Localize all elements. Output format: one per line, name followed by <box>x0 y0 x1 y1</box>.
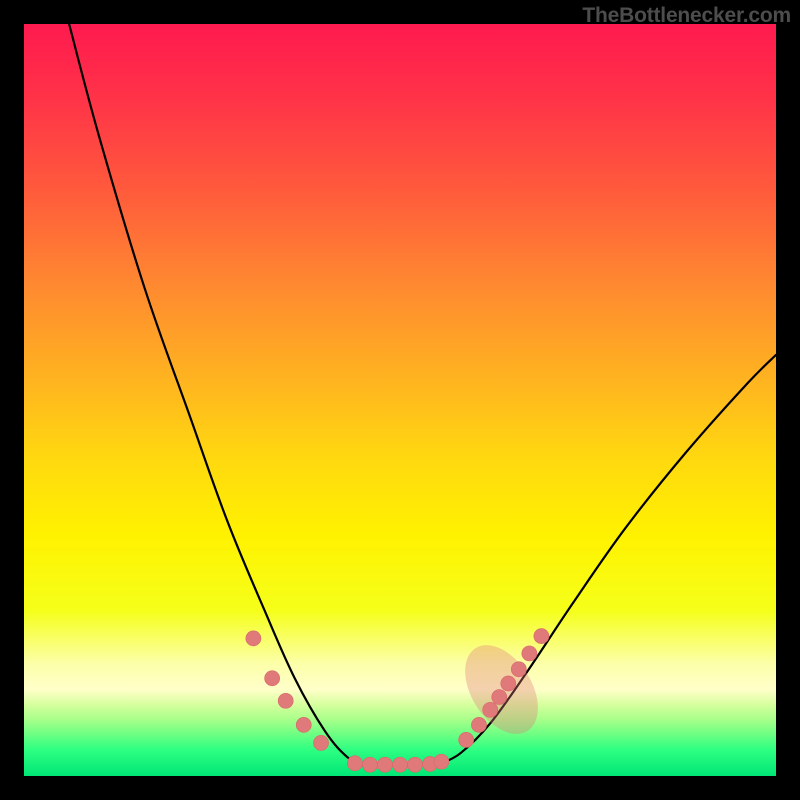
marker-right <box>522 646 537 661</box>
marker-right <box>483 702 498 717</box>
plot-area <box>24 24 776 776</box>
marker-right <box>511 662 526 677</box>
marker-right <box>501 676 516 691</box>
marker-bottom <box>362 757 377 772</box>
marker-bottom <box>377 757 392 772</box>
marker-bottom <box>423 756 438 771</box>
marker-left <box>265 671 280 686</box>
marker-left <box>314 735 329 750</box>
marker-bottom <box>434 754 449 769</box>
marker-bottom <box>408 757 423 772</box>
marker-right <box>534 629 549 644</box>
chart-svg <box>24 24 776 776</box>
marker-right <box>459 732 474 747</box>
watermark-text: TheBottlenecker.com <box>582 4 791 28</box>
bottleneck-curve <box>69 24 776 766</box>
chart-frame: TheBottlenecker.com <box>0 0 800 800</box>
marker-right <box>471 717 486 732</box>
marker-left <box>296 717 311 732</box>
marker-left <box>246 631 261 646</box>
marker-left <box>278 693 293 708</box>
marker-fuzzy-blob <box>450 632 553 747</box>
marker-bottom <box>393 757 408 772</box>
marker-bottom <box>347 756 362 771</box>
marker-right <box>492 690 507 705</box>
